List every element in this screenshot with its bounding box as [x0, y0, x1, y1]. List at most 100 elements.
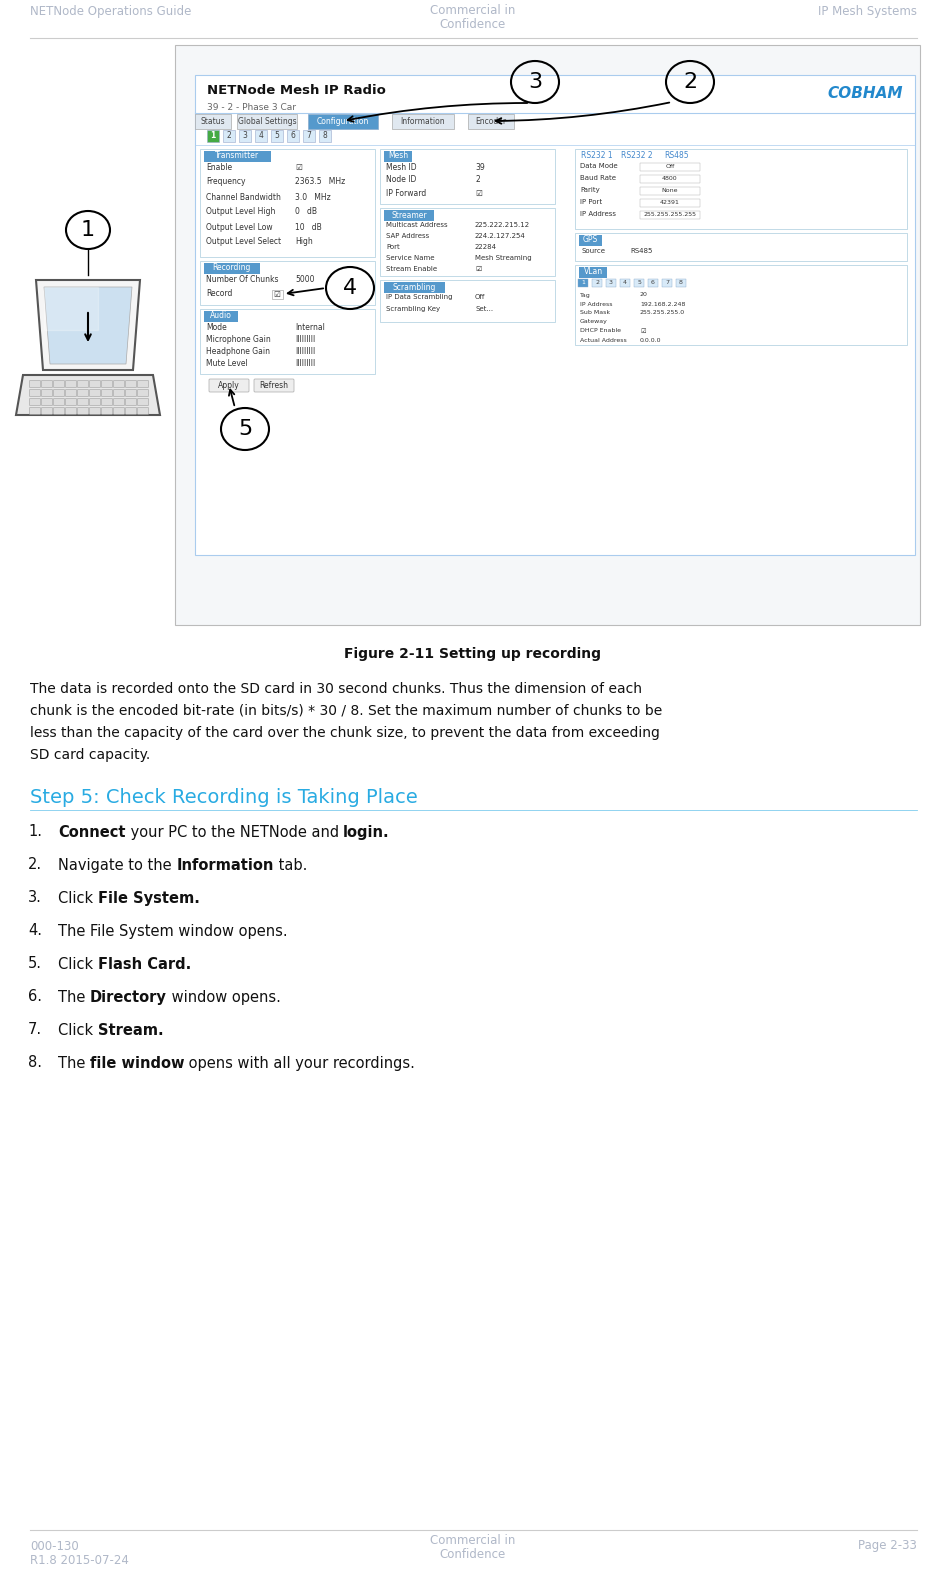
FancyBboxPatch shape [223, 131, 235, 142]
Text: Directory: Directory [90, 990, 167, 1006]
Text: 000-130: 000-130 [30, 1539, 79, 1552]
FancyBboxPatch shape [239, 131, 251, 142]
Text: 5: 5 [637, 280, 641, 285]
Text: Refresh: Refresh [259, 381, 289, 389]
Text: 1: 1 [581, 280, 585, 285]
FancyBboxPatch shape [29, 408, 41, 414]
FancyBboxPatch shape [114, 398, 124, 406]
FancyBboxPatch shape [662, 279, 672, 286]
FancyBboxPatch shape [65, 408, 77, 414]
Text: lllllllll: lllllllll [295, 359, 315, 367]
Text: 5000: 5000 [295, 274, 314, 283]
FancyBboxPatch shape [200, 150, 375, 257]
Text: 2.: 2. [28, 856, 42, 872]
Text: Output Level Low: Output Level Low [206, 222, 273, 231]
FancyBboxPatch shape [200, 309, 375, 375]
FancyBboxPatch shape [308, 113, 378, 129]
FancyBboxPatch shape [126, 381, 136, 387]
FancyBboxPatch shape [384, 209, 434, 220]
Text: lllllllll: lllllllll [295, 346, 315, 356]
Text: 22284: 22284 [475, 244, 497, 250]
Text: 39: 39 [475, 162, 485, 172]
FancyBboxPatch shape [380, 150, 555, 205]
FancyBboxPatch shape [606, 279, 616, 286]
Text: 3: 3 [609, 280, 613, 285]
Text: Step 5: Check Recording is Taking Place: Step 5: Check Recording is Taking Place [30, 789, 418, 807]
Text: IP Port: IP Port [580, 198, 602, 205]
FancyBboxPatch shape [65, 398, 77, 406]
FancyBboxPatch shape [255, 131, 267, 142]
FancyBboxPatch shape [195, 113, 231, 129]
Text: Output Level High: Output Level High [206, 208, 276, 217]
FancyBboxPatch shape [204, 151, 271, 162]
Text: 6: 6 [291, 132, 295, 140]
FancyBboxPatch shape [237, 113, 297, 129]
Text: High: High [295, 238, 313, 247]
Text: The: The [58, 990, 90, 1006]
Text: DHCP Enable: DHCP Enable [580, 329, 621, 334]
Text: 0   dB: 0 dB [295, 208, 317, 217]
FancyBboxPatch shape [65, 389, 77, 397]
FancyBboxPatch shape [200, 261, 375, 305]
Text: 42391: 42391 [660, 200, 680, 205]
FancyBboxPatch shape [126, 398, 136, 406]
Text: 2: 2 [226, 132, 231, 140]
FancyBboxPatch shape [53, 408, 64, 414]
Text: Enable: Enable [206, 162, 232, 172]
Text: Headphone Gain: Headphone Gain [206, 346, 270, 356]
FancyBboxPatch shape [137, 381, 149, 387]
FancyBboxPatch shape [42, 381, 52, 387]
Text: Confidence: Confidence [439, 17, 506, 30]
Text: 4800: 4800 [662, 175, 678, 181]
Text: Off: Off [475, 294, 486, 301]
Text: 192.168.2.248: 192.168.2.248 [640, 302, 686, 307]
FancyBboxPatch shape [384, 282, 445, 293]
Text: RS485: RS485 [665, 151, 689, 161]
Text: Mesh Streaming: Mesh Streaming [475, 255, 531, 261]
FancyBboxPatch shape [42, 389, 52, 397]
FancyBboxPatch shape [53, 381, 64, 387]
Text: 6: 6 [652, 280, 655, 285]
Text: 255.255.255.0: 255.255.255.0 [640, 310, 685, 315]
Text: Click: Click [58, 957, 98, 973]
Text: COBHAM: COBHAM [828, 85, 903, 101]
FancyBboxPatch shape [209, 379, 249, 392]
Text: Node ID: Node ID [386, 175, 417, 184]
Polygon shape [44, 286, 98, 331]
FancyBboxPatch shape [640, 175, 700, 183]
Text: ☑: ☑ [295, 162, 302, 172]
FancyBboxPatch shape [578, 279, 588, 286]
Text: IP Address: IP Address [580, 302, 613, 307]
Text: 4: 4 [623, 280, 627, 285]
FancyBboxPatch shape [137, 398, 149, 406]
Text: 5: 5 [238, 419, 252, 439]
Text: Set...: Set... [475, 305, 493, 312]
FancyBboxPatch shape [114, 381, 124, 387]
Text: Navigate to the: Navigate to the [58, 858, 176, 874]
Text: The File System window opens.: The File System window opens. [58, 924, 288, 940]
FancyBboxPatch shape [53, 398, 64, 406]
FancyBboxPatch shape [204, 263, 259, 274]
Text: 1: 1 [80, 220, 95, 239]
Text: Encoder: Encoder [475, 116, 507, 126]
Text: Service Name: Service Name [386, 255, 435, 261]
Text: 4: 4 [343, 279, 357, 297]
Text: Tag: Tag [580, 293, 591, 297]
Text: The: The [58, 1056, 90, 1070]
Text: ☑: ☑ [475, 189, 482, 197]
Text: less than the capacity of the card over the chunk size, to prevent the data from: less than the capacity of the card over … [30, 726, 660, 740]
Text: 255.255.255.255: 255.255.255.255 [644, 211, 696, 217]
FancyBboxPatch shape [287, 131, 299, 142]
FancyBboxPatch shape [101, 408, 113, 414]
Text: 224.2.127.254: 224.2.127.254 [475, 233, 526, 239]
FancyBboxPatch shape [648, 279, 658, 286]
Text: RS232 2: RS232 2 [621, 151, 652, 161]
Text: 4.: 4. [28, 922, 42, 938]
FancyBboxPatch shape [78, 398, 88, 406]
FancyBboxPatch shape [78, 389, 88, 397]
Text: Mesh: Mesh [388, 151, 408, 161]
Text: Parity: Parity [580, 187, 599, 194]
FancyBboxPatch shape [101, 381, 113, 387]
Text: GPS: GPS [582, 236, 598, 244]
Text: Microphone Gain: Microphone Gain [206, 335, 271, 343]
